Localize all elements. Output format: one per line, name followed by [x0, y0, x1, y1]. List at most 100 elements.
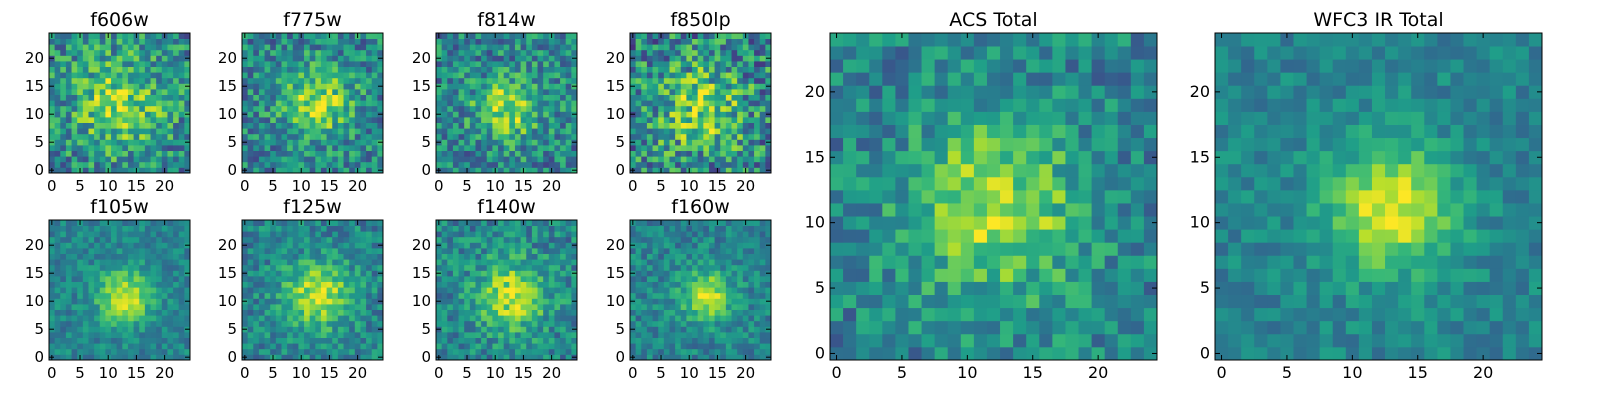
heatmap-cell [253, 44, 260, 51]
heatmap-cell [65, 225, 72, 232]
heatmap-cell [264, 304, 271, 310]
heatmap-cell [150, 287, 157, 294]
heatmap-cell [111, 139, 118, 146]
heatmap-cell [543, 259, 550, 266]
heatmap-cell [703, 122, 710, 129]
heatmap-cell [298, 150, 305, 157]
heatmap-cell [320, 77, 327, 84]
heatmap-cell [77, 117, 84, 123]
heatmap-cell [469, 276, 476, 282]
heatmap-cell [464, 259, 471, 266]
heatmap-cell [94, 236, 101, 243]
heatmap-cell [127, 117, 134, 123]
heatmap-cell [731, 281, 738, 288]
heatmap-cell [481, 259, 488, 266]
heatmap-cell [452, 264, 459, 271]
heatmap-cell [82, 253, 89, 260]
heatmap-cell [247, 348, 254, 355]
heatmap-cell [452, 292, 459, 299]
heatmap-cell [298, 77, 305, 84]
heatmap-cell [630, 122, 637, 129]
heatmap-cell [737, 89, 744, 95]
heatmap-cell [458, 304, 465, 310]
heatmap-cell [99, 150, 106, 157]
heatmap-cell [105, 343, 112, 350]
heatmap-cell [315, 150, 322, 157]
heatmap-cell [641, 320, 648, 327]
heatmap-cell [548, 292, 555, 299]
heatmap-cell [156, 94, 163, 101]
heatmap-cell [554, 236, 561, 243]
heatmap-cell [441, 77, 448, 84]
heatmap-cell [492, 231, 499, 238]
heatmap-cell [708, 326, 715, 333]
heatmap-cell [441, 315, 448, 322]
heatmap-cell [469, 55, 476, 62]
heatmap-cell [133, 337, 140, 344]
heatmap-cell [458, 156, 465, 163]
heatmap-cell [309, 161, 316, 168]
heatmap-cell [475, 77, 482, 84]
heatmap-cell [139, 128, 146, 135]
heatmap-cell [658, 156, 665, 163]
heatmap-cell [242, 145, 249, 151]
heatmap-cell [105, 145, 112, 151]
heatmap-cell [309, 248, 316, 254]
heatmap-cell [377, 304, 384, 310]
heatmap-cell [669, 49, 676, 56]
heatmap-cell [765, 161, 772, 168]
heatmap-cell [60, 348, 67, 355]
heatmap-cell [663, 94, 670, 101]
heatmap-cell [65, 304, 72, 310]
heatmap-cell [481, 231, 488, 238]
heatmap-cell [133, 276, 140, 282]
heatmap-cell [292, 304, 299, 310]
heatmap-cell [71, 122, 78, 129]
heatmap-cell [298, 348, 305, 355]
heatmap-cell [366, 270, 373, 277]
heatmap-cell [509, 122, 516, 129]
heatmap-cell [298, 315, 305, 322]
heatmap-cell [82, 236, 89, 243]
heatmap-cell [65, 38, 72, 45]
heatmap-cell [105, 264, 112, 271]
heatmap-cell [759, 111, 766, 118]
heatmap-cell [270, 281, 277, 288]
heatmap-cell [304, 231, 311, 238]
heatmap-cell [173, 77, 180, 84]
heatmap-cell [436, 337, 443, 344]
heatmap-cell [281, 315, 288, 322]
heatmap-cell [669, 145, 676, 151]
heatmap-cell [458, 309, 465, 316]
heatmap-cell [475, 320, 482, 327]
heatmap-cell [503, 315, 510, 322]
x-tick-label: 5 [462, 364, 472, 382]
heatmap-cell [498, 264, 505, 271]
heatmap-cell [469, 281, 476, 288]
heatmap-cell [304, 220, 311, 226]
heatmap-cell [264, 156, 271, 163]
heatmap-cell [105, 111, 112, 118]
heatmap-cell [560, 298, 567, 305]
heatmap-cell [486, 61, 493, 67]
heatmap-cell [720, 287, 727, 294]
heatmap-cell [270, 309, 277, 316]
heatmap-cell [309, 320, 316, 327]
heatmap-cell [139, 304, 146, 310]
heatmap-cell [464, 44, 471, 51]
heatmap-cell [571, 220, 578, 226]
heatmap-cell [242, 287, 249, 294]
heatmap-cell [765, 133, 772, 140]
heatmap-cell [82, 33, 89, 39]
heatmap-cell [184, 292, 191, 299]
heatmap-cell [281, 117, 288, 123]
heatmap-image [242, 220, 384, 361]
heatmap-cell [337, 139, 344, 146]
heatmap-cell [458, 298, 465, 305]
heatmap-cell [708, 38, 715, 45]
heatmap-cell [292, 242, 299, 249]
heatmap-cell [144, 49, 151, 56]
heatmap-cell [514, 326, 521, 333]
heatmap-cell [173, 253, 180, 260]
heatmap-cell [270, 105, 277, 112]
